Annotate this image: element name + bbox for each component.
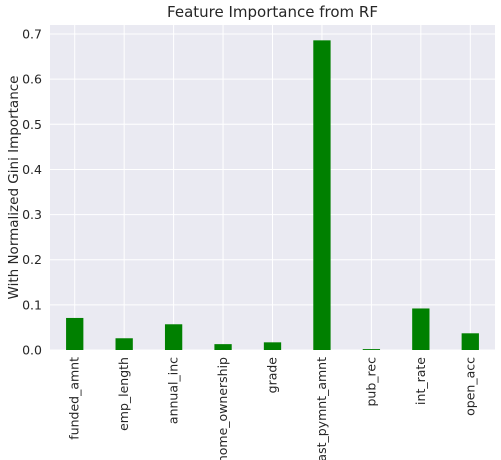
bar-open_acc	[461, 333, 479, 350]
x-axis-ticks: funded_amnt emp_length annual_inc home_owne…	[67, 357, 478, 460]
y-tick-label: 0.5	[22, 117, 42, 132]
bar-grade	[263, 342, 282, 350]
y-axis-ticks: 0.0 0.1 0.2 0.3 0.4 0.5 0.6 0.7	[22, 27, 42, 358]
x-tick-label-last_pymnt_amnt: last_pymnt_amnt	[314, 357, 329, 460]
grid-lines	[50, 25, 495, 351]
y-tick-label: 0.1	[22, 297, 42, 312]
x-tick-label-pub_rec: pub_rec	[363, 357, 378, 407]
bar-home_ownership	[214, 344, 232, 350]
y-tick-label: 0.0	[22, 343, 42, 358]
bar-pub_rec	[362, 349, 381, 350]
y-axis-label: With Normalized Gini Importance	[6, 76, 22, 300]
bar-funded_amnt	[66, 317, 84, 350]
bars	[66, 40, 479, 350]
y-tick-label: 0.6	[22, 72, 42, 87]
x-tick-label-annual_inc: annual_inc	[166, 357, 181, 424]
x-tick-label-emp_length: emp_length	[116, 357, 131, 431]
bar-int_rate	[412, 308, 430, 350]
x-tick-label-open_acc: open_acc	[462, 357, 477, 416]
chart-title: Feature Importance from RF	[167, 3, 378, 21]
bar-last_pymnt_amnt	[313, 40, 331, 350]
x-tick-label-grade: grade	[265, 357, 280, 394]
x-tick-label-int_rate: int_rate	[413, 357, 428, 405]
y-tick-label: 0.2	[22, 252, 42, 267]
bar-emp_length	[115, 338, 133, 350]
y-tick-label: 0.4	[22, 162, 42, 177]
x-tick-label-funded_amnt: funded_amnt	[67, 357, 82, 440]
y-tick-label: 0.3	[22, 207, 42, 222]
bar-annual_inc	[164, 324, 183, 350]
x-tick-label-home_ownership: home_ownership	[215, 357, 230, 460]
y-tick-label: 0.7	[22, 27, 42, 42]
